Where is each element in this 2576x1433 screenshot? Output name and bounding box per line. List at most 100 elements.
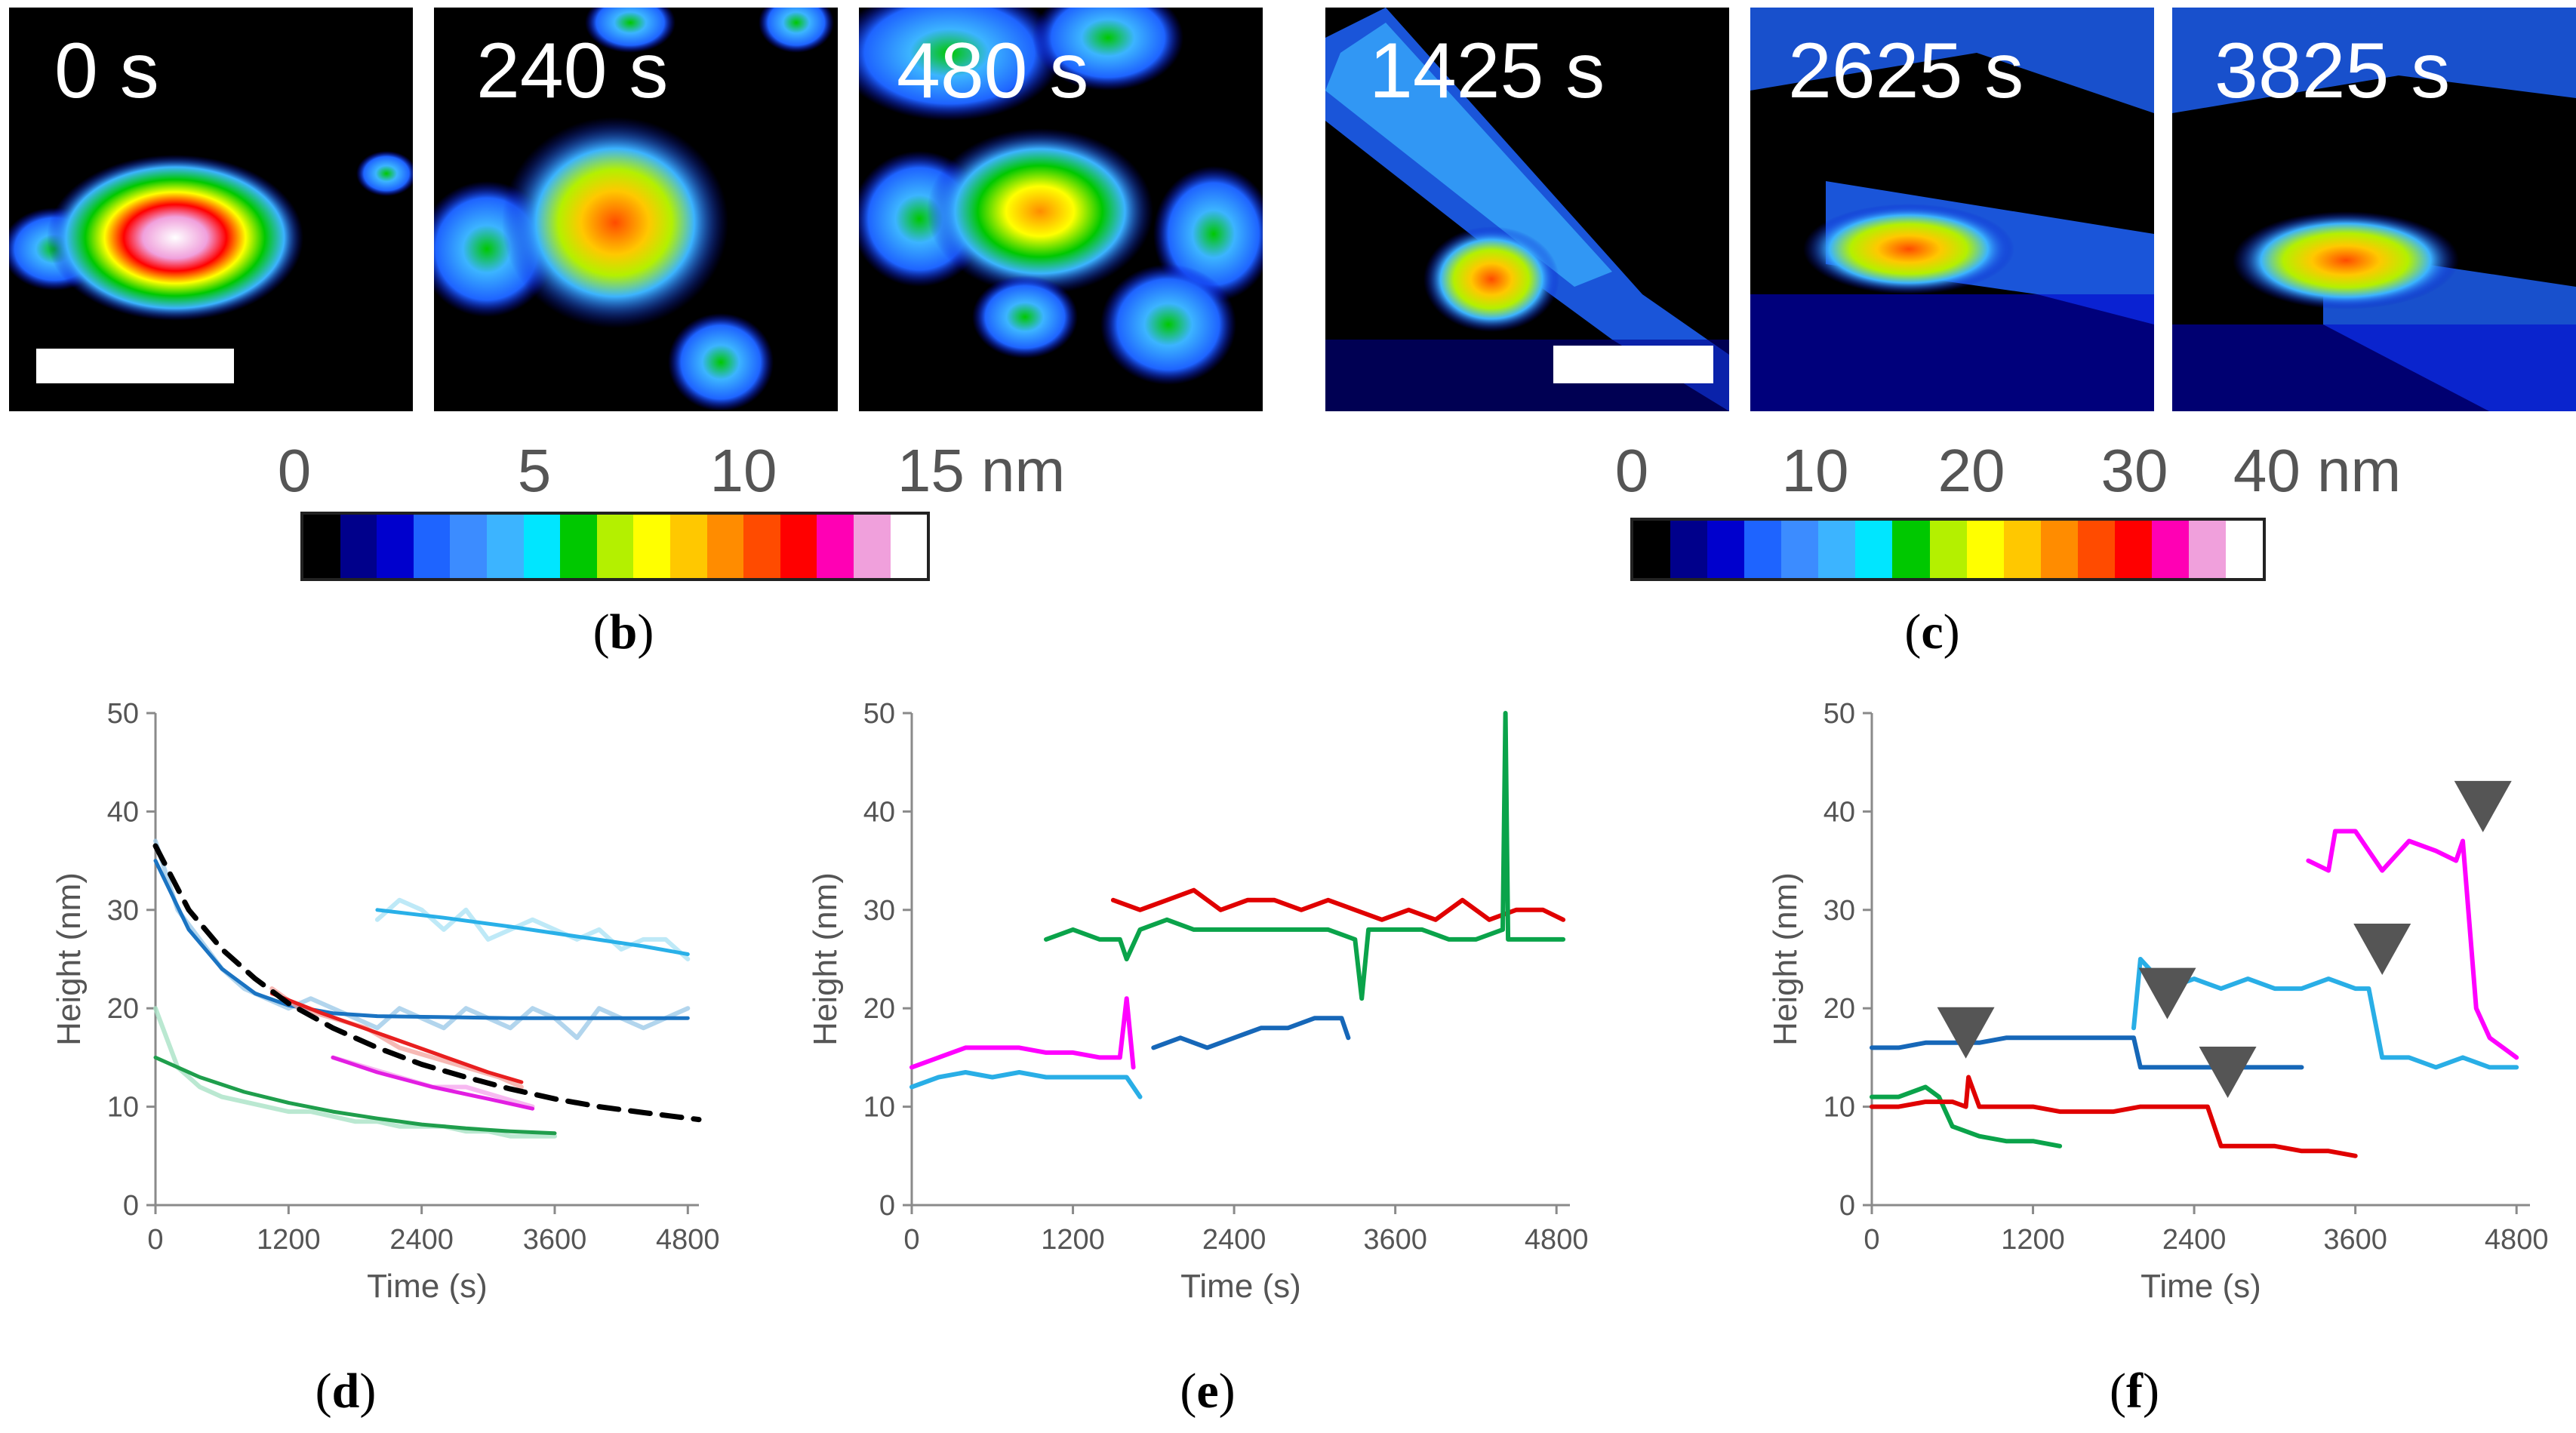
chart-e: 0 10 20 30 40 50 0 1200 2400 3600 4800 Time (s) Heig… xyxy=(807,698,1589,1305)
x-axis-label: Time (s) xyxy=(2141,1268,2261,1305)
colorbar-swatch xyxy=(890,515,928,578)
event-marker-triangle xyxy=(2199,1046,2257,1098)
chart-f: 0 10 20 30 40 50 0 1200 2400 3600 4800 Time (s) Heig… xyxy=(1767,698,2549,1305)
colorbar-c xyxy=(1630,518,2266,581)
afm-heightmap xyxy=(434,8,834,411)
x-tick-label: 0 xyxy=(147,1224,163,1256)
colorbar-swatch xyxy=(2114,521,2152,578)
afm-frame-c3: 3825 s xyxy=(2172,8,2576,411)
colorbar-swatch xyxy=(1781,521,1819,578)
y-tick-label: 10 xyxy=(1824,1092,1855,1124)
colorbar-c-tick: 40 nm xyxy=(2233,437,2402,504)
colorbar-swatch xyxy=(1818,521,1856,578)
x-tick-label: 3600 xyxy=(523,1224,587,1256)
colorbar-swatch xyxy=(1929,521,1967,578)
frame-time-label: 240 s xyxy=(476,27,669,115)
colorbar-swatch xyxy=(1670,521,1708,578)
y-tick-label: 0 xyxy=(123,1190,139,1222)
y-tick-label: 10 xyxy=(107,1092,139,1124)
colorbar-swatch xyxy=(340,515,377,578)
afm-frame-b3: 480 s xyxy=(859,8,1263,411)
colorbar-swatch xyxy=(486,515,524,578)
colorbar-swatch xyxy=(780,515,817,578)
y-tick-label: 30 xyxy=(1824,895,1855,927)
colorbar-swatch xyxy=(596,515,634,578)
y-tick-label: 20 xyxy=(107,993,139,1025)
colorbar-swatch xyxy=(560,515,597,578)
x-tick-label: 4800 xyxy=(1525,1224,1589,1256)
event-marker-triangle xyxy=(1937,1007,1995,1059)
event-marker-triangle xyxy=(2454,780,2512,832)
y-tick-label: 40 xyxy=(107,796,139,828)
colorbar-swatch xyxy=(377,515,414,578)
x-tick-label: 2400 xyxy=(389,1224,454,1256)
colorbar-swatch xyxy=(817,515,854,578)
series-line-4 xyxy=(375,908,690,956)
colorbar-swatch xyxy=(1855,521,1893,578)
colorbar-swatch xyxy=(1744,521,1782,578)
x-tick-label: 4800 xyxy=(2485,1224,2549,1256)
colorbar-swatch xyxy=(450,515,487,578)
colorbar-swatch xyxy=(853,515,891,578)
scale-bar xyxy=(1553,346,1713,383)
panel-label-e: (e) xyxy=(1180,1364,1236,1419)
colorbar-c-tick: 0 xyxy=(1614,437,1649,504)
colorbar-b-tick: 15 nm xyxy=(897,437,1066,504)
frame-time-label: 0 s xyxy=(54,27,159,115)
colorbar-b xyxy=(300,512,930,581)
x-tick-label: 3600 xyxy=(1363,1224,1427,1256)
y-tick-label: 10 xyxy=(863,1092,895,1124)
x-tick-label: 2400 xyxy=(1202,1224,1266,1256)
colorbar-swatch xyxy=(2188,521,2226,578)
y-tick-label: 40 xyxy=(1824,796,1855,828)
afm-heightmap xyxy=(1750,8,2154,411)
event-marker-triangle xyxy=(2353,923,2411,975)
colorbar-c-tick: 20 xyxy=(1937,437,2005,504)
y-tick-label: 20 xyxy=(863,993,895,1025)
x-axis-label: Time (s) xyxy=(1180,1268,1301,1305)
y-axis-label: Height (nm) xyxy=(1767,872,1804,1046)
colorbar-c-tick: 10 xyxy=(1781,437,1849,504)
colorbar-swatch xyxy=(2077,521,2115,578)
event-marker-triangle xyxy=(2138,967,2196,1019)
series-line-3 xyxy=(1110,887,1566,922)
y-axis-label: Height (nm) xyxy=(807,872,844,1046)
x-tick-label: 1200 xyxy=(2001,1224,2065,1256)
series-line-2 xyxy=(153,859,690,1020)
x-tick-label: 1200 xyxy=(1041,1224,1105,1256)
y-tick-label: 30 xyxy=(863,895,895,927)
afm-heightmap xyxy=(9,151,413,321)
colorbar-c-tick: 30 xyxy=(2101,437,2168,504)
afm-heightmap xyxy=(859,8,1263,385)
y-tick-label: 50 xyxy=(1824,698,1855,730)
y-tick-label: 50 xyxy=(107,698,139,730)
series-line-8 xyxy=(331,1055,535,1111)
series-line-5 xyxy=(2306,829,2519,1060)
colorbar-b-tick: 0 xyxy=(277,437,312,504)
x-tick-label: 0 xyxy=(903,1224,919,1256)
series-line-11 xyxy=(152,843,702,1123)
x-tick-label: 4800 xyxy=(656,1224,720,1256)
series-line-1 xyxy=(909,996,1136,1070)
y-tick-label: 50 xyxy=(863,698,895,730)
colorbar-b-tick: 5 xyxy=(517,437,552,504)
colorbar-swatch xyxy=(1966,521,2004,578)
series-line-2 xyxy=(1870,1084,2063,1149)
colorbar-swatch xyxy=(523,515,561,578)
y-tick-label: 0 xyxy=(879,1190,895,1222)
colorbar-b-tick: 10 xyxy=(709,437,777,504)
series-line-2 xyxy=(909,1070,1143,1099)
y-tick-label: 30 xyxy=(107,895,139,927)
colorbar-swatch xyxy=(2040,521,2078,578)
x-tick-label: 2400 xyxy=(2162,1224,2227,1256)
frame-time-label: 1425 s xyxy=(1369,27,1605,115)
panel-label-c: (c) xyxy=(1904,604,1960,660)
colorbar-swatch xyxy=(303,515,340,578)
panel-label-b: (b) xyxy=(592,604,654,660)
colorbar-swatch xyxy=(669,515,707,578)
x-tick-label: 3600 xyxy=(2323,1224,2387,1256)
panel-label-d: (d) xyxy=(315,1364,377,1419)
frame-time-label: 2625 s xyxy=(1788,27,2024,115)
frame-time-label: 480 s xyxy=(897,27,1089,115)
colorbar-swatch xyxy=(633,515,670,578)
